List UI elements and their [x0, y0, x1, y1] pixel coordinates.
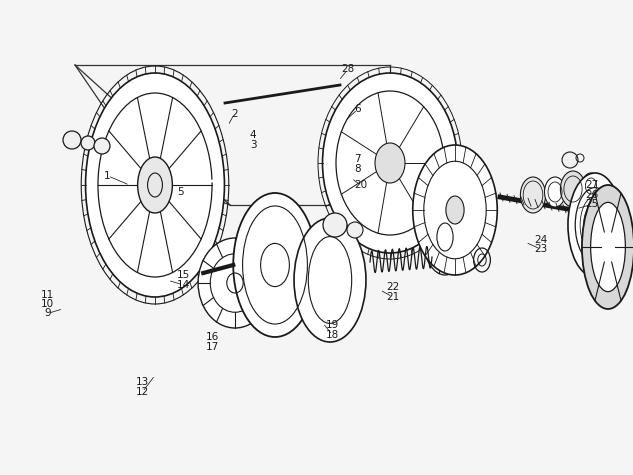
- Text: 14: 14: [177, 280, 190, 290]
- Text: 2: 2: [231, 109, 237, 119]
- Ellipse shape: [568, 173, 622, 277]
- Text: 18: 18: [326, 330, 339, 340]
- Ellipse shape: [137, 157, 172, 213]
- Circle shape: [94, 138, 110, 154]
- Text: 1: 1: [104, 171, 111, 181]
- Text: 12: 12: [136, 387, 149, 397]
- Text: 23: 23: [535, 244, 548, 255]
- Ellipse shape: [413, 145, 498, 275]
- Text: 21: 21: [386, 292, 399, 302]
- Text: 11: 11: [41, 289, 54, 300]
- Ellipse shape: [430, 211, 460, 263]
- Ellipse shape: [233, 193, 316, 337]
- Ellipse shape: [446, 196, 464, 224]
- Text: 16: 16: [206, 332, 218, 342]
- Ellipse shape: [322, 73, 458, 253]
- Ellipse shape: [294, 218, 366, 342]
- Circle shape: [562, 152, 578, 168]
- Text: 26: 26: [586, 190, 598, 200]
- Text: 15: 15: [177, 270, 190, 281]
- Text: 19: 19: [326, 320, 339, 331]
- Circle shape: [81, 136, 95, 150]
- Text: 17: 17: [206, 342, 218, 352]
- Ellipse shape: [336, 91, 444, 235]
- Text: 13: 13: [136, 377, 149, 388]
- Ellipse shape: [544, 177, 565, 207]
- Text: 27: 27: [586, 180, 598, 190]
- Text: 8: 8: [354, 163, 361, 174]
- Ellipse shape: [520, 177, 546, 213]
- Ellipse shape: [85, 73, 225, 297]
- Text: 9: 9: [44, 308, 51, 319]
- Ellipse shape: [605, 209, 625, 245]
- Ellipse shape: [198, 238, 272, 328]
- Text: 6: 6: [354, 104, 361, 114]
- Ellipse shape: [375, 143, 405, 183]
- Ellipse shape: [582, 185, 633, 309]
- Text: 25: 25: [586, 199, 598, 209]
- Text: 7: 7: [354, 154, 361, 164]
- Circle shape: [347, 222, 363, 238]
- Circle shape: [323, 213, 347, 237]
- Ellipse shape: [591, 202, 625, 292]
- Text: 4: 4: [250, 130, 256, 141]
- Text: 20: 20: [354, 180, 367, 190]
- Ellipse shape: [560, 171, 586, 207]
- Ellipse shape: [98, 93, 212, 277]
- Text: 24: 24: [535, 235, 548, 245]
- Circle shape: [63, 131, 81, 149]
- Text: 3: 3: [250, 140, 256, 150]
- Text: 5: 5: [177, 187, 184, 198]
- Text: 10: 10: [41, 299, 54, 309]
- Text: 28: 28: [342, 64, 354, 74]
- Ellipse shape: [582, 173, 600, 199]
- Text: 22: 22: [386, 282, 399, 293]
